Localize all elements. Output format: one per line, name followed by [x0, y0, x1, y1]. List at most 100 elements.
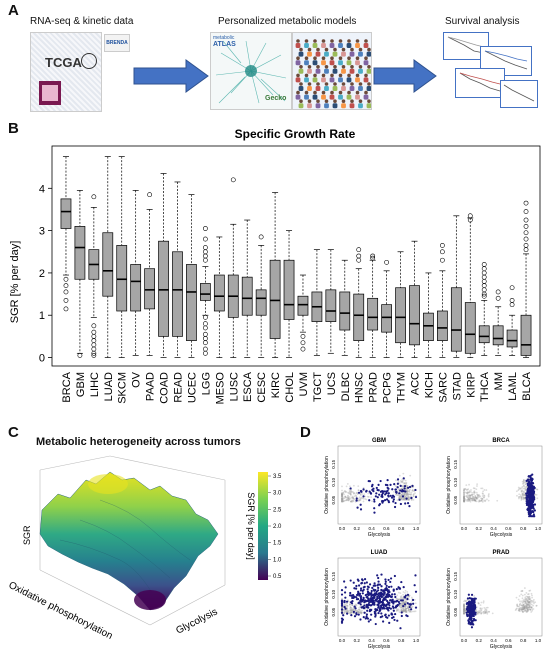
background-point [521, 594, 524, 597]
outlier-point [91, 329, 97, 335]
person-body [358, 68, 363, 74]
background-point [400, 609, 403, 612]
background-point [351, 496, 354, 499]
background-point [522, 611, 525, 613]
highlight-point [468, 600, 471, 603]
background-point [463, 611, 466, 614]
background-point [528, 598, 531, 600]
highlight-point [405, 614, 408, 617]
background-point [358, 608, 361, 611]
person-head [330, 90, 334, 95]
highlight-point [399, 502, 402, 506]
y-tick-label: 0.05 [453, 607, 458, 616]
panel-a-letter: A [8, 2, 19, 19]
person-head [364, 73, 368, 78]
background-point [466, 491, 469, 493]
box-ucs [325, 289, 337, 322]
background-point [481, 498, 484, 500]
surface-minimum [134, 590, 166, 610]
background-point [463, 603, 465, 606]
background-point [343, 499, 346, 502]
background-point [352, 499, 354, 502]
background-point [520, 608, 523, 611]
person-body [338, 43, 343, 48]
person-head [321, 90, 326, 95]
background-point [463, 498, 465, 501]
background-point [483, 499, 485, 502]
highlight-point [393, 618, 396, 622]
highlight-point [472, 600, 475, 603]
highlight-point [390, 577, 393, 580]
highlight-point [385, 498, 389, 501]
background-point [341, 498, 344, 501]
highlight-point [411, 598, 415, 602]
background-point [463, 491, 465, 494]
highlight-point [365, 603, 368, 606]
highlight-point [377, 597, 381, 600]
colorbar-tick-label: 2.5 [273, 507, 282, 513]
background-point [404, 601, 407, 604]
background-point [357, 499, 360, 502]
panel-c-letter: C [8, 424, 19, 441]
background-point [405, 610, 407, 613]
background-point [341, 494, 344, 496]
highlight-point [357, 584, 361, 587]
x-tick-label: UVM [298, 372, 310, 396]
background-point [345, 602, 348, 605]
x-tick-label: CESC [256, 372, 268, 403]
background-point [367, 496, 370, 498]
y-tick-label: 3 [39, 226, 45, 238]
highlight-point [527, 492, 530, 495]
outlier-point [523, 217, 529, 223]
highlight-point [376, 595, 379, 599]
box-ov [130, 264, 142, 312]
background-point [468, 499, 471, 501]
background-point [402, 597, 405, 600]
background-point [484, 612, 487, 615]
background-point [467, 491, 470, 494]
background-point [401, 492, 404, 495]
background-point [463, 499, 465, 502]
background-point [521, 608, 524, 611]
x-tick-label: 0.0 [461, 526, 468, 531]
x-tick-label: PAAD [145, 372, 157, 401]
panel-d-letter: D [300, 424, 311, 441]
highlight-point [355, 497, 358, 500]
background-point [350, 489, 353, 492]
background-point [521, 480, 524, 483]
highlight-point [398, 602, 401, 605]
background-point [399, 495, 401, 498]
outlier-point [439, 243, 445, 248]
x-tick-label: THCA [479, 371, 491, 402]
background-point [403, 493, 406, 496]
background-point [403, 497, 406, 500]
outlier-point [356, 257, 362, 263]
background-point [521, 485, 524, 488]
highlight-point [384, 493, 387, 496]
highlight-point [392, 602, 395, 605]
background-point [463, 488, 465, 491]
x-tick-label: 0.2 [476, 638, 483, 643]
background-point [525, 607, 528, 610]
background-point [478, 499, 481, 502]
background-point [400, 497, 402, 500]
background-point [520, 497, 523, 499]
highlight-point [389, 483, 392, 486]
background-point [527, 599, 529, 602]
background-point [407, 499, 410, 501]
background-point [518, 608, 521, 610]
background-point [463, 499, 465, 502]
background-point [523, 493, 526, 496]
background-point [478, 611, 481, 614]
background-point [398, 605, 401, 607]
highlight-point [365, 613, 369, 616]
outlier-point [300, 333, 306, 339]
highlight-point [376, 488, 379, 492]
background-point [343, 497, 346, 500]
background-point [401, 609, 404, 612]
x-tick-label: SARC [437, 372, 449, 403]
background-point [346, 605, 349, 607]
background-point [487, 499, 490, 502]
background-point [401, 596, 404, 599]
x-tick-label: MESO [214, 372, 226, 405]
